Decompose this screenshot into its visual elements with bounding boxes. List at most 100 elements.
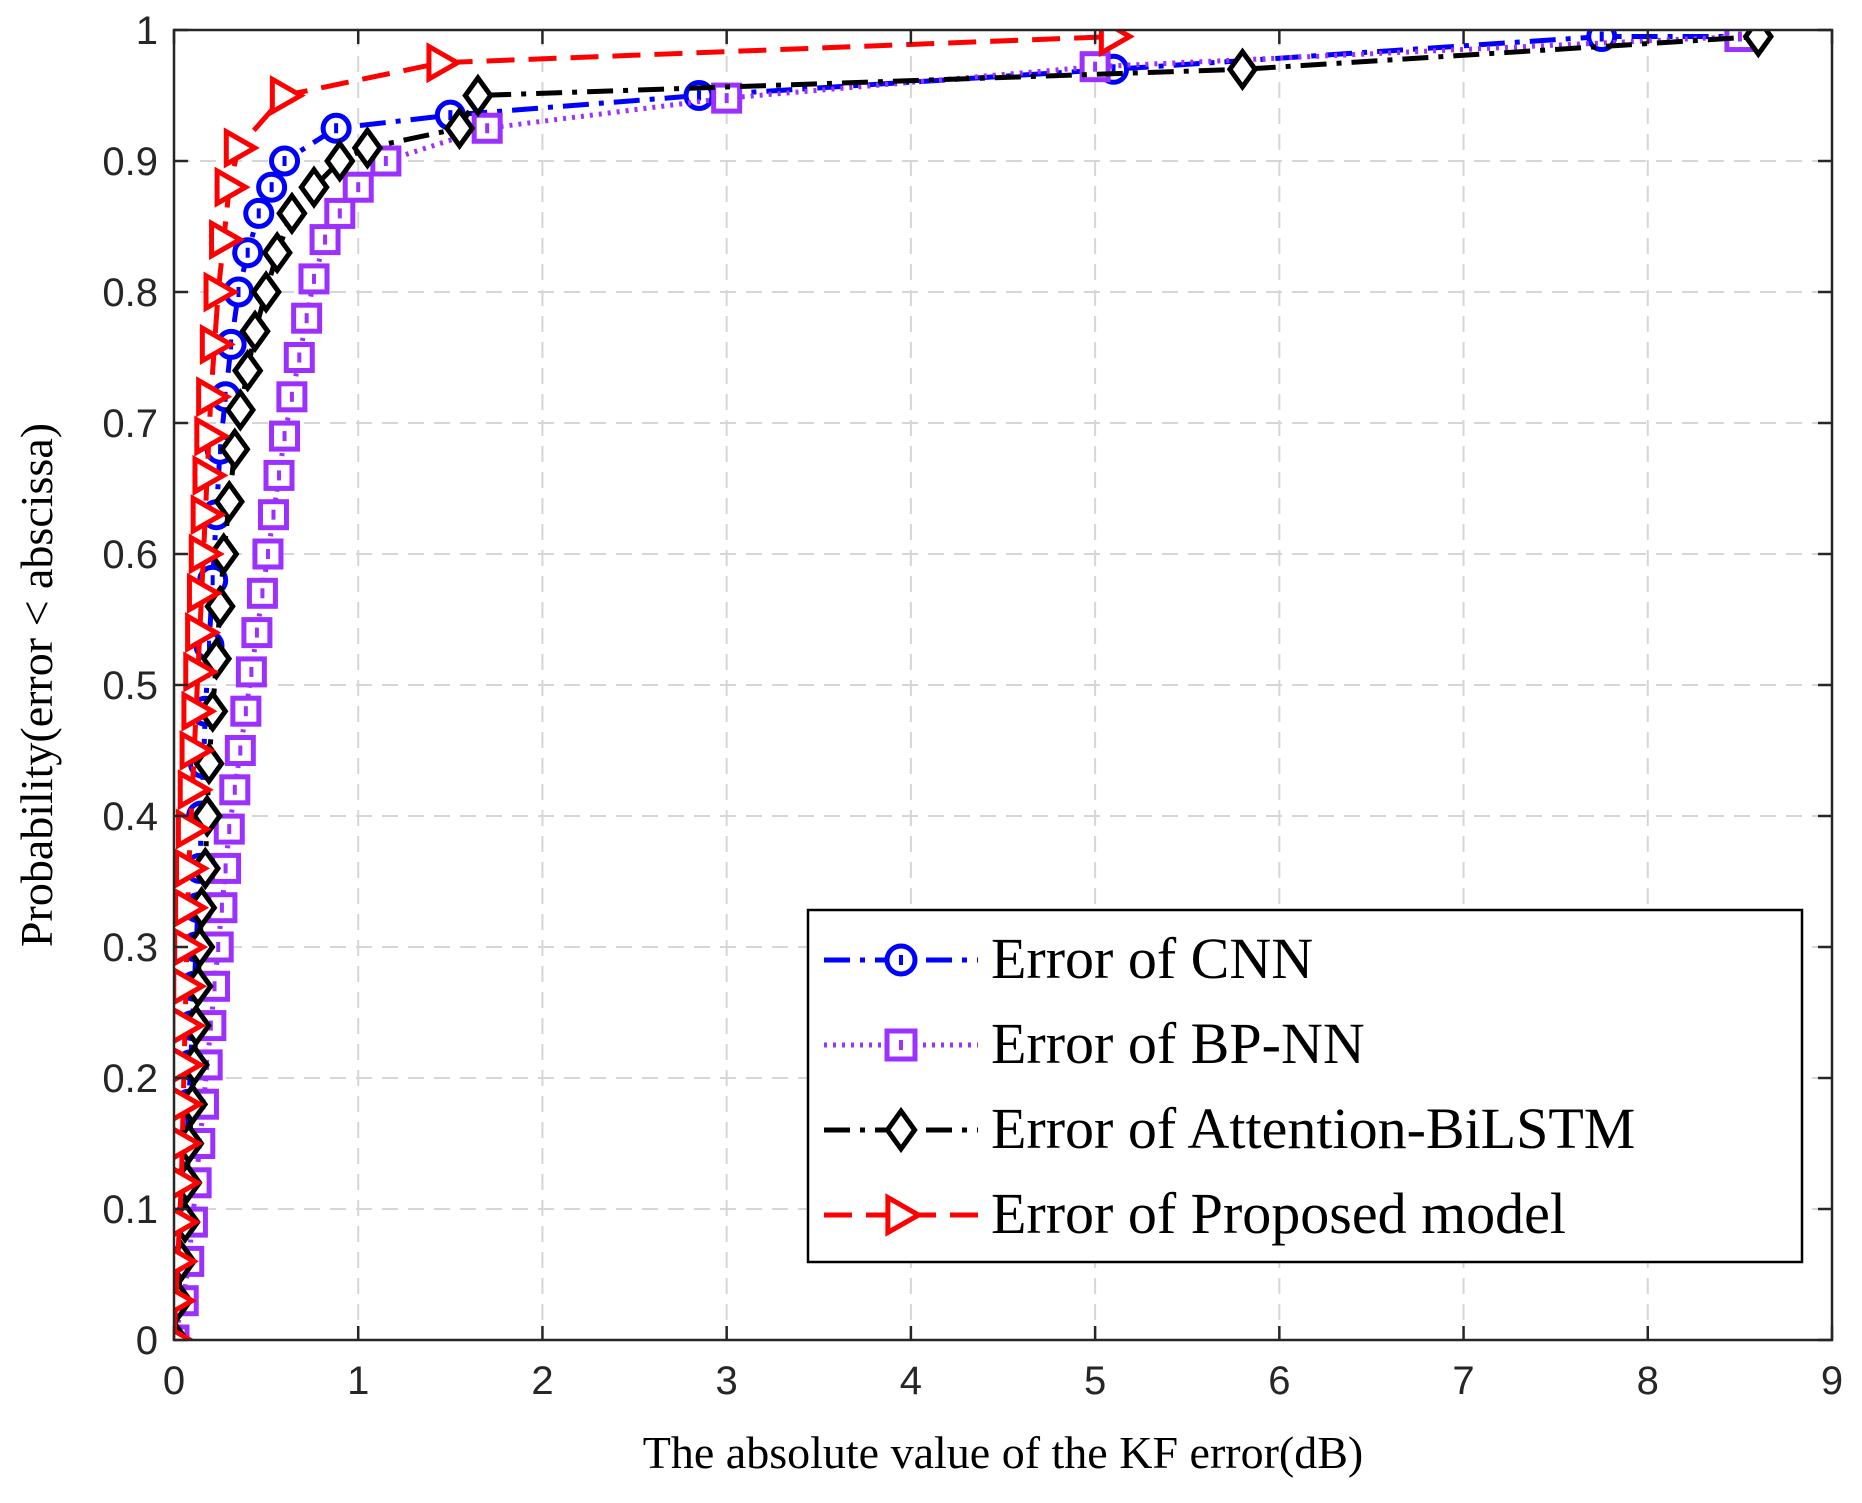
data-point-notch: [238, 745, 243, 756]
y-tick-label: 0.1: [102, 1188, 158, 1232]
data-point: [269, 420, 301, 452]
data-point-notch: [697, 90, 702, 101]
data-point-notch: [337, 208, 342, 219]
series-line: [174, 34, 1759, 1340]
y-tick-label: 0.2: [102, 1057, 158, 1101]
data-point: [174, 1247, 199, 1276]
data-point: [252, 538, 284, 570]
x-tick-label: 7: [1452, 1359, 1474, 1403]
y-tick-label: 0: [136, 1319, 158, 1363]
data-point: [257, 499, 289, 531]
data-point: [320, 112, 352, 144]
data-point: [179, 729, 216, 772]
data-point-notch: [289, 391, 294, 402]
data-point: [1098, 30, 1135, 58]
data-point: [1079, 51, 1111, 83]
data-point-notch: [260, 588, 265, 599]
data-point-notch: [249, 666, 254, 677]
data-point: [276, 381, 308, 413]
data-point: [194, 415, 231, 457]
data-point: [219, 427, 251, 472]
data-point-notch: [227, 824, 232, 835]
data-point: [190, 494, 227, 536]
legend-label: Error of CNN: [991, 926, 1313, 991]
legend-entry: Error of Attention-BiLSTM: [824, 1096, 1635, 1161]
data-point: [223, 127, 260, 169]
y-tick-label: 0.4: [102, 795, 158, 839]
data-point: [174, 887, 210, 928]
data-point-box: [230, 695, 262, 727]
data-point: [342, 171, 374, 203]
data-point: [235, 656, 267, 688]
legend-label: Error of Proposed model: [991, 1181, 1566, 1246]
data-point-notch: [254, 627, 259, 638]
data-point: [174, 1086, 205, 1122]
x-tick-label: 3: [716, 1359, 738, 1403]
data-point: [250, 270, 282, 314]
data-point: [209, 219, 246, 261]
data-point: [276, 191, 308, 236]
data-point-box: [257, 499, 289, 531]
data-point: [443, 106, 476, 151]
data-point: [186, 572, 223, 614]
data-point: [231, 348, 264, 393]
data-point: [462, 73, 494, 118]
data-point: [174, 1287, 198, 1314]
data-point: [213, 813, 245, 845]
data-point-notch: [216, 942, 221, 952]
y-tick-label: 0.8: [102, 271, 158, 315]
data-point-box: [269, 420, 301, 452]
legend-entry: Error of Proposed model: [824, 1181, 1566, 1246]
series-layer: [174, 30, 1775, 1340]
data-point: [230, 695, 262, 727]
data-point: [192, 454, 229, 496]
data-point-notch: [243, 706, 248, 717]
data-point: [224, 388, 257, 432]
data-point-notch: [356, 182, 361, 193]
data-point-notch: [1111, 64, 1116, 75]
x-tick-label: 0: [163, 1359, 185, 1403]
data-point: [174, 1007, 207, 1045]
x-tick-label: 1: [347, 1359, 369, 1403]
data-point-notch: [219, 902, 224, 913]
data-point: [471, 112, 503, 144]
legend-entry: Error of BP-NN: [824, 1011, 1365, 1076]
data-point: [174, 1327, 196, 1340]
data-point-notch: [223, 863, 228, 874]
data-point-box: [252, 538, 284, 570]
x-tick-label: 9: [1821, 1359, 1843, 1403]
data-point: [351, 126, 384, 170]
data-point: [175, 808, 212, 850]
x-tick-label: 4: [900, 1359, 922, 1403]
data-point: [174, 1046, 206, 1083]
data-point-notch: [271, 509, 276, 520]
data-point: [177, 769, 214, 811]
data-point: [269, 145, 301, 177]
data-point-notch: [232, 784, 237, 795]
data-point: [174, 967, 208, 1006]
data-point-notch: [1599, 31, 1604, 42]
data-point-notch: [256, 208, 261, 219]
legend: Error of CNN Error of BP-NN Error of Atten…: [806, 908, 1804, 1264]
y-tick-label: 0.6: [102, 533, 158, 577]
x-tick-label: 8: [1637, 1359, 1659, 1403]
data-point: [204, 584, 236, 629]
data-point-notch: [269, 182, 274, 193]
data-point-notch: [724, 93, 729, 104]
data-point-notch: [1737, 31, 1742, 42]
data-point-notch: [323, 234, 328, 245]
legend-box: [806, 908, 1804, 1264]
legend-marker: [884, 1106, 918, 1154]
data-point: [174, 1206, 201, 1238]
data-point: [246, 577, 278, 609]
y-tick-label: 0.5: [102, 664, 158, 708]
data-point: [239, 309, 271, 354]
data-point-notch: [297, 352, 302, 363]
data-point: [1226, 47, 1259, 92]
series-3: [174, 30, 1135, 1340]
data-point: [214, 166, 251, 208]
data-point-notch: [265, 549, 270, 559]
data-point: [224, 735, 256, 766]
legend-marker: [884, 943, 918, 977]
